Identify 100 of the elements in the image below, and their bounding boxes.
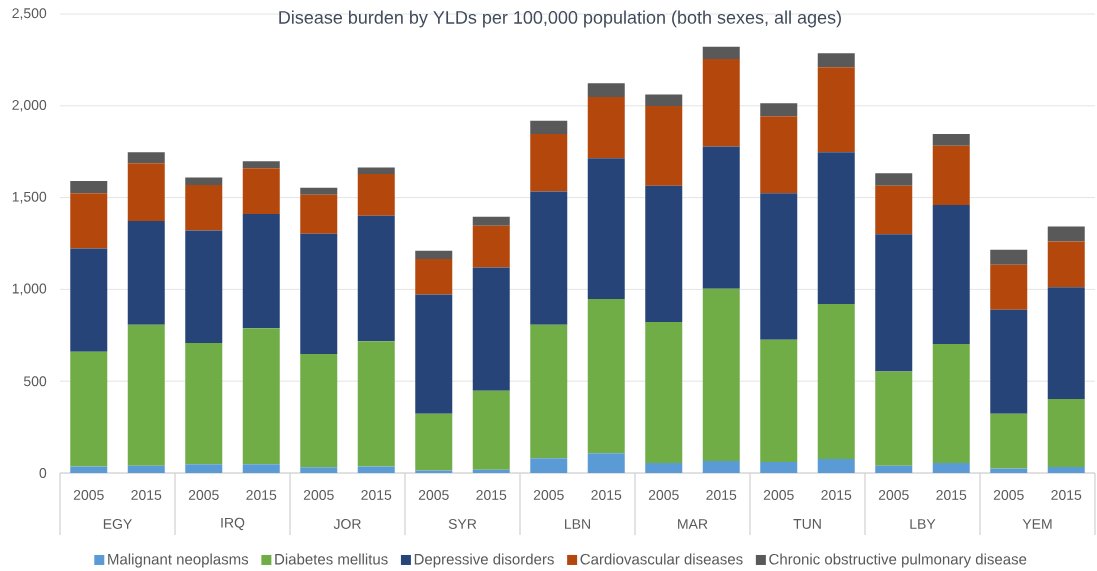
y-tick-label: 2,000 [12,100,47,112]
legend-label: Depressive disorders [414,553,554,568]
bar [760,339,798,462]
bar [875,234,913,372]
bar [70,193,108,249]
text: EGY [103,519,132,529]
bar [357,167,395,174]
bar [990,413,1028,469]
bar [587,299,625,454]
text: TUN [793,519,821,529]
bar [990,249,1028,265]
bar [587,158,625,300]
bar [875,465,913,473]
bar [702,288,740,462]
bar [415,294,453,414]
x-tick-label: 2005 [763,490,794,500]
y-tick-label: 1,500 [12,191,47,204]
bar [242,161,280,169]
bar [415,413,453,471]
x-tick-label: 2015 [246,490,277,500]
bar [530,191,568,325]
bar [70,180,108,194]
y-tick-label: 1,000 [12,283,47,296]
bar [702,58,740,147]
bar [242,328,280,465]
bar [1047,241,1085,288]
bar [817,459,855,473]
bar [530,133,568,192]
bar [185,343,223,465]
bar [472,225,510,268]
text: MAR [678,519,708,529]
bar [415,259,453,295]
text: LBY [910,519,936,529]
bar [990,309,1028,414]
bar [587,83,625,97]
bar [127,465,165,473]
legend-label: Diabetes mellitus [275,553,388,565]
bar [875,173,913,186]
x-tick-label: 2015 [706,490,737,500]
bar [990,468,1028,473]
bar [242,213,280,329]
legend-label: Cardiovascular diseases [580,553,743,565]
bar [1047,466,1085,473]
bar [645,105,683,186]
bar [817,152,855,305]
bar [1047,226,1085,242]
text: SYR [448,519,477,529]
bar [817,304,855,460]
bar [242,168,280,214]
bar [242,464,280,473]
bar [300,233,338,355]
x-tick-label: 2005 [533,490,564,500]
bar [185,464,223,473]
y-tick-label: 500 [23,376,47,387]
bar [1047,399,1085,467]
bar [932,344,970,464]
bar [875,185,913,235]
bar [472,216,510,226]
bar [300,467,338,473]
bar [645,322,683,464]
text: JOR [333,519,361,529]
x-tick-label: 2015 [591,490,622,500]
x-tick-label: 2015 [131,490,162,500]
legend-label: Malignant neoplasms [108,553,249,568]
bar [357,215,395,342]
x-tick-label: 2015 [1051,490,1082,500]
text: YEM [1022,519,1052,529]
bar [185,177,223,185]
bar [760,116,798,194]
bar [587,453,625,473]
x-tick-label: 2005 [73,490,104,500]
x-tick-label: 2005 [993,490,1024,500]
bar [932,204,970,345]
x-tick-label: 2005 [878,490,909,500]
bar [932,145,970,205]
bar [127,324,165,466]
bar [300,354,338,468]
x-tick-label: 2005 [188,490,219,500]
bar [702,146,740,289]
chart-title: Disease burden by YLDs per 100,000 population (both sexes, all ages) [279,10,841,28]
bar [760,193,798,340]
bar [645,185,683,323]
y-tick-label: 2,500 [12,8,47,20]
bar [472,469,510,473]
bar [702,461,740,473]
bar [415,250,453,260]
bar [472,267,510,391]
bar [587,96,625,159]
text: LBN [565,519,590,529]
legend-label: Chronic obstructive pulmonary disease [769,553,1027,568]
bar [530,458,568,473]
bar [127,152,165,164]
bar [817,67,855,153]
bar [357,341,395,467]
x-tick-label: 2005 [418,490,449,500]
bar [185,184,223,231]
bar [702,46,740,59]
bar [127,163,165,221]
bar [645,463,683,473]
bar [357,466,395,473]
